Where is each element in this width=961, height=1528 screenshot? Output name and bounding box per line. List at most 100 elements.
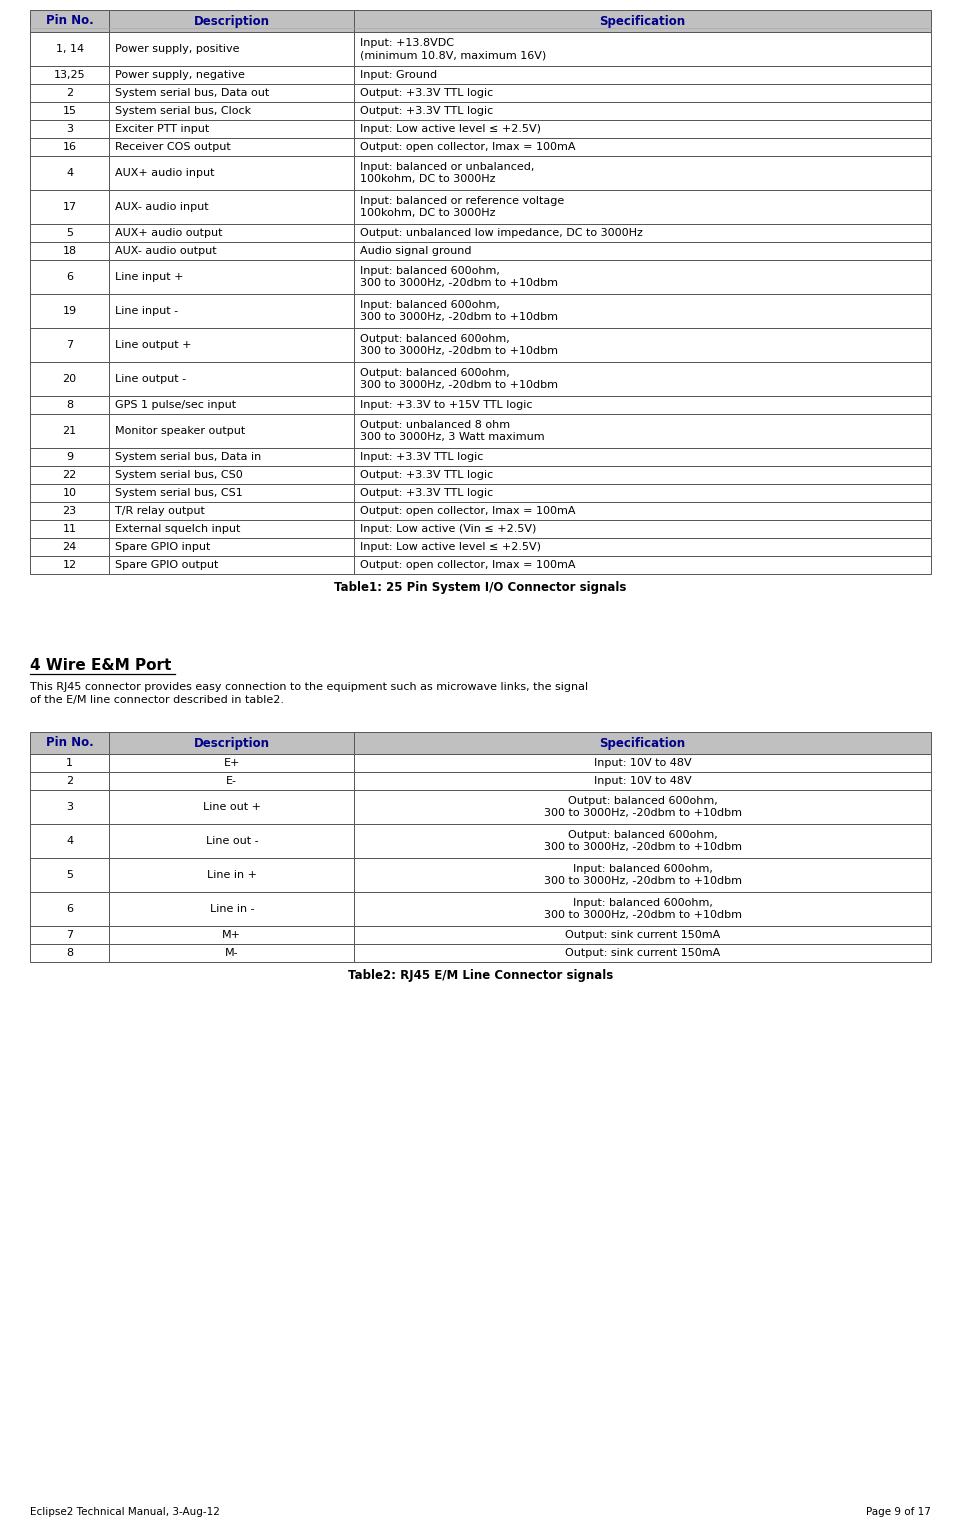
Text: 3: 3: [66, 802, 73, 811]
Bar: [355, 944, 931, 963]
Bar: [355, 121, 931, 138]
Bar: [30, 11, 110, 32]
Bar: [30, 538, 110, 556]
Bar: [355, 520, 931, 538]
Text: Line in +: Line in +: [207, 869, 257, 880]
Text: Spare GPIO input: Spare GPIO input: [115, 542, 210, 552]
Bar: [355, 824, 931, 859]
Text: Table1: 25 Pin System I/O Connector signals: Table1: 25 Pin System I/O Connector sign…: [334, 582, 627, 594]
Text: 22: 22: [62, 471, 77, 480]
Bar: [355, 362, 931, 396]
Bar: [30, 732, 110, 753]
Text: E+: E+: [224, 758, 240, 769]
Text: 4: 4: [66, 168, 73, 177]
Text: Pin No.: Pin No.: [46, 736, 93, 750]
Bar: [30, 138, 110, 156]
Text: Output: balanced 600ohm,
300 to 3000Hz, -20dbm to +10dbm: Output: balanced 600ohm, 300 to 3000Hz, …: [360, 333, 558, 356]
Bar: [355, 414, 931, 448]
Bar: [355, 156, 931, 189]
Text: AUX+ audio output: AUX+ audio output: [115, 228, 223, 238]
Text: 6: 6: [66, 272, 73, 283]
Bar: [30, 448, 110, 466]
Text: 13,25: 13,25: [54, 70, 86, 79]
Text: 15: 15: [62, 105, 77, 116]
Text: Output: unbalanced low impedance, DC to 3000Hz: Output: unbalanced low impedance, DC to …: [360, 228, 643, 238]
Text: M+: M+: [222, 931, 241, 940]
Text: Specification: Specification: [600, 736, 686, 750]
Text: 7: 7: [66, 931, 73, 940]
Bar: [355, 66, 931, 84]
Text: 11: 11: [62, 524, 77, 533]
Bar: [30, 66, 110, 84]
Text: 1, 14: 1, 14: [56, 44, 84, 53]
Text: AUX- audio output: AUX- audio output: [115, 246, 217, 257]
Bar: [355, 84, 931, 102]
Text: Input: balanced 600ohm,
300 to 3000Hz, -20dbm to +10dbm: Input: balanced 600ohm, 300 to 3000Hz, -…: [360, 299, 558, 322]
Text: Input: 10V to 48V: Input: 10V to 48V: [594, 758, 692, 769]
Bar: [110, 396, 355, 414]
Text: Input: balanced or reference voltage
100kohm, DC to 3000Hz: Input: balanced or reference voltage 100…: [360, 196, 565, 219]
Bar: [30, 293, 110, 329]
Bar: [110, 32, 355, 66]
Text: Line out +: Line out +: [203, 802, 260, 811]
Text: Input: +3.3V to +15V TTL logic: Input: +3.3V to +15V TTL logic: [360, 400, 532, 410]
Text: Line input -: Line input -: [115, 306, 179, 316]
Text: 9: 9: [66, 452, 73, 461]
Text: 7: 7: [66, 341, 73, 350]
Text: 5: 5: [66, 228, 73, 238]
Bar: [110, 241, 355, 260]
Text: Output: open collector, Imax = 100mA: Output: open collector, Imax = 100mA: [360, 506, 576, 516]
Text: Input: balanced 600ohm,
300 to 3000Hz, -20dbm to +10dbm: Input: balanced 600ohm, 300 to 3000Hz, -…: [544, 897, 742, 920]
Bar: [30, 466, 110, 484]
Bar: [110, 503, 355, 520]
Bar: [355, 538, 931, 556]
Text: Output: +3.3V TTL logic: Output: +3.3V TTL logic: [360, 471, 494, 480]
Text: This RJ45 connector provides easy connection to the equipment such as microwave : This RJ45 connector provides easy connec…: [30, 681, 588, 704]
Text: Input: balanced or unbalanced,
100kohm, DC to 3000Hz: Input: balanced or unbalanced, 100kohm, …: [360, 162, 534, 185]
Bar: [110, 538, 355, 556]
Text: Power supply, positive: Power supply, positive: [115, 44, 240, 53]
Bar: [110, 944, 355, 963]
Bar: [110, 138, 355, 156]
Bar: [355, 189, 931, 225]
Bar: [30, 189, 110, 225]
Text: Eclipse2 Technical Manual, 3-Aug-12: Eclipse2 Technical Manual, 3-Aug-12: [30, 1507, 220, 1517]
Text: Spare GPIO output: Spare GPIO output: [115, 559, 219, 570]
Text: 6: 6: [66, 905, 73, 914]
Text: Output: balanced 600ohm,
300 to 3000Hz, -20dbm to +10dbm: Output: balanced 600ohm, 300 to 3000Hz, …: [544, 796, 742, 819]
Bar: [30, 753, 110, 772]
Bar: [355, 484, 931, 503]
Text: 4 Wire E&M Port: 4 Wire E&M Port: [30, 659, 171, 672]
Text: Line out -: Line out -: [206, 836, 259, 847]
Text: 17: 17: [62, 202, 77, 212]
Bar: [110, 556, 355, 575]
Text: 12: 12: [62, 559, 77, 570]
Bar: [30, 102, 110, 121]
Text: AUX+ audio input: AUX+ audio input: [115, 168, 215, 177]
Bar: [110, 892, 355, 926]
Text: 8: 8: [66, 947, 73, 958]
Text: Line input +: Line input +: [115, 272, 184, 283]
Text: Line in -: Line in -: [209, 905, 254, 914]
Text: 1: 1: [66, 758, 73, 769]
Text: 8: 8: [66, 400, 73, 410]
Text: Input: +13.8VDC
(minimum 10.8V, maximum 16V): Input: +13.8VDC (minimum 10.8V, maximum …: [360, 38, 547, 61]
Bar: [30, 926, 110, 944]
Bar: [30, 396, 110, 414]
Bar: [30, 225, 110, 241]
Text: 4: 4: [66, 836, 73, 847]
Bar: [30, 362, 110, 396]
Text: 18: 18: [62, 246, 77, 257]
Bar: [110, 362, 355, 396]
Bar: [355, 466, 931, 484]
Text: 5: 5: [66, 869, 73, 880]
Bar: [110, 753, 355, 772]
Text: External squelch input: External squelch input: [115, 524, 240, 533]
Bar: [355, 859, 931, 892]
Bar: [355, 102, 931, 121]
Bar: [355, 790, 931, 824]
Bar: [110, 293, 355, 329]
Text: Table2: RJ45 E/M Line Connector signals: Table2: RJ45 E/M Line Connector signals: [348, 969, 613, 983]
Bar: [30, 503, 110, 520]
Text: Exciter PTT input: Exciter PTT input: [115, 124, 209, 134]
